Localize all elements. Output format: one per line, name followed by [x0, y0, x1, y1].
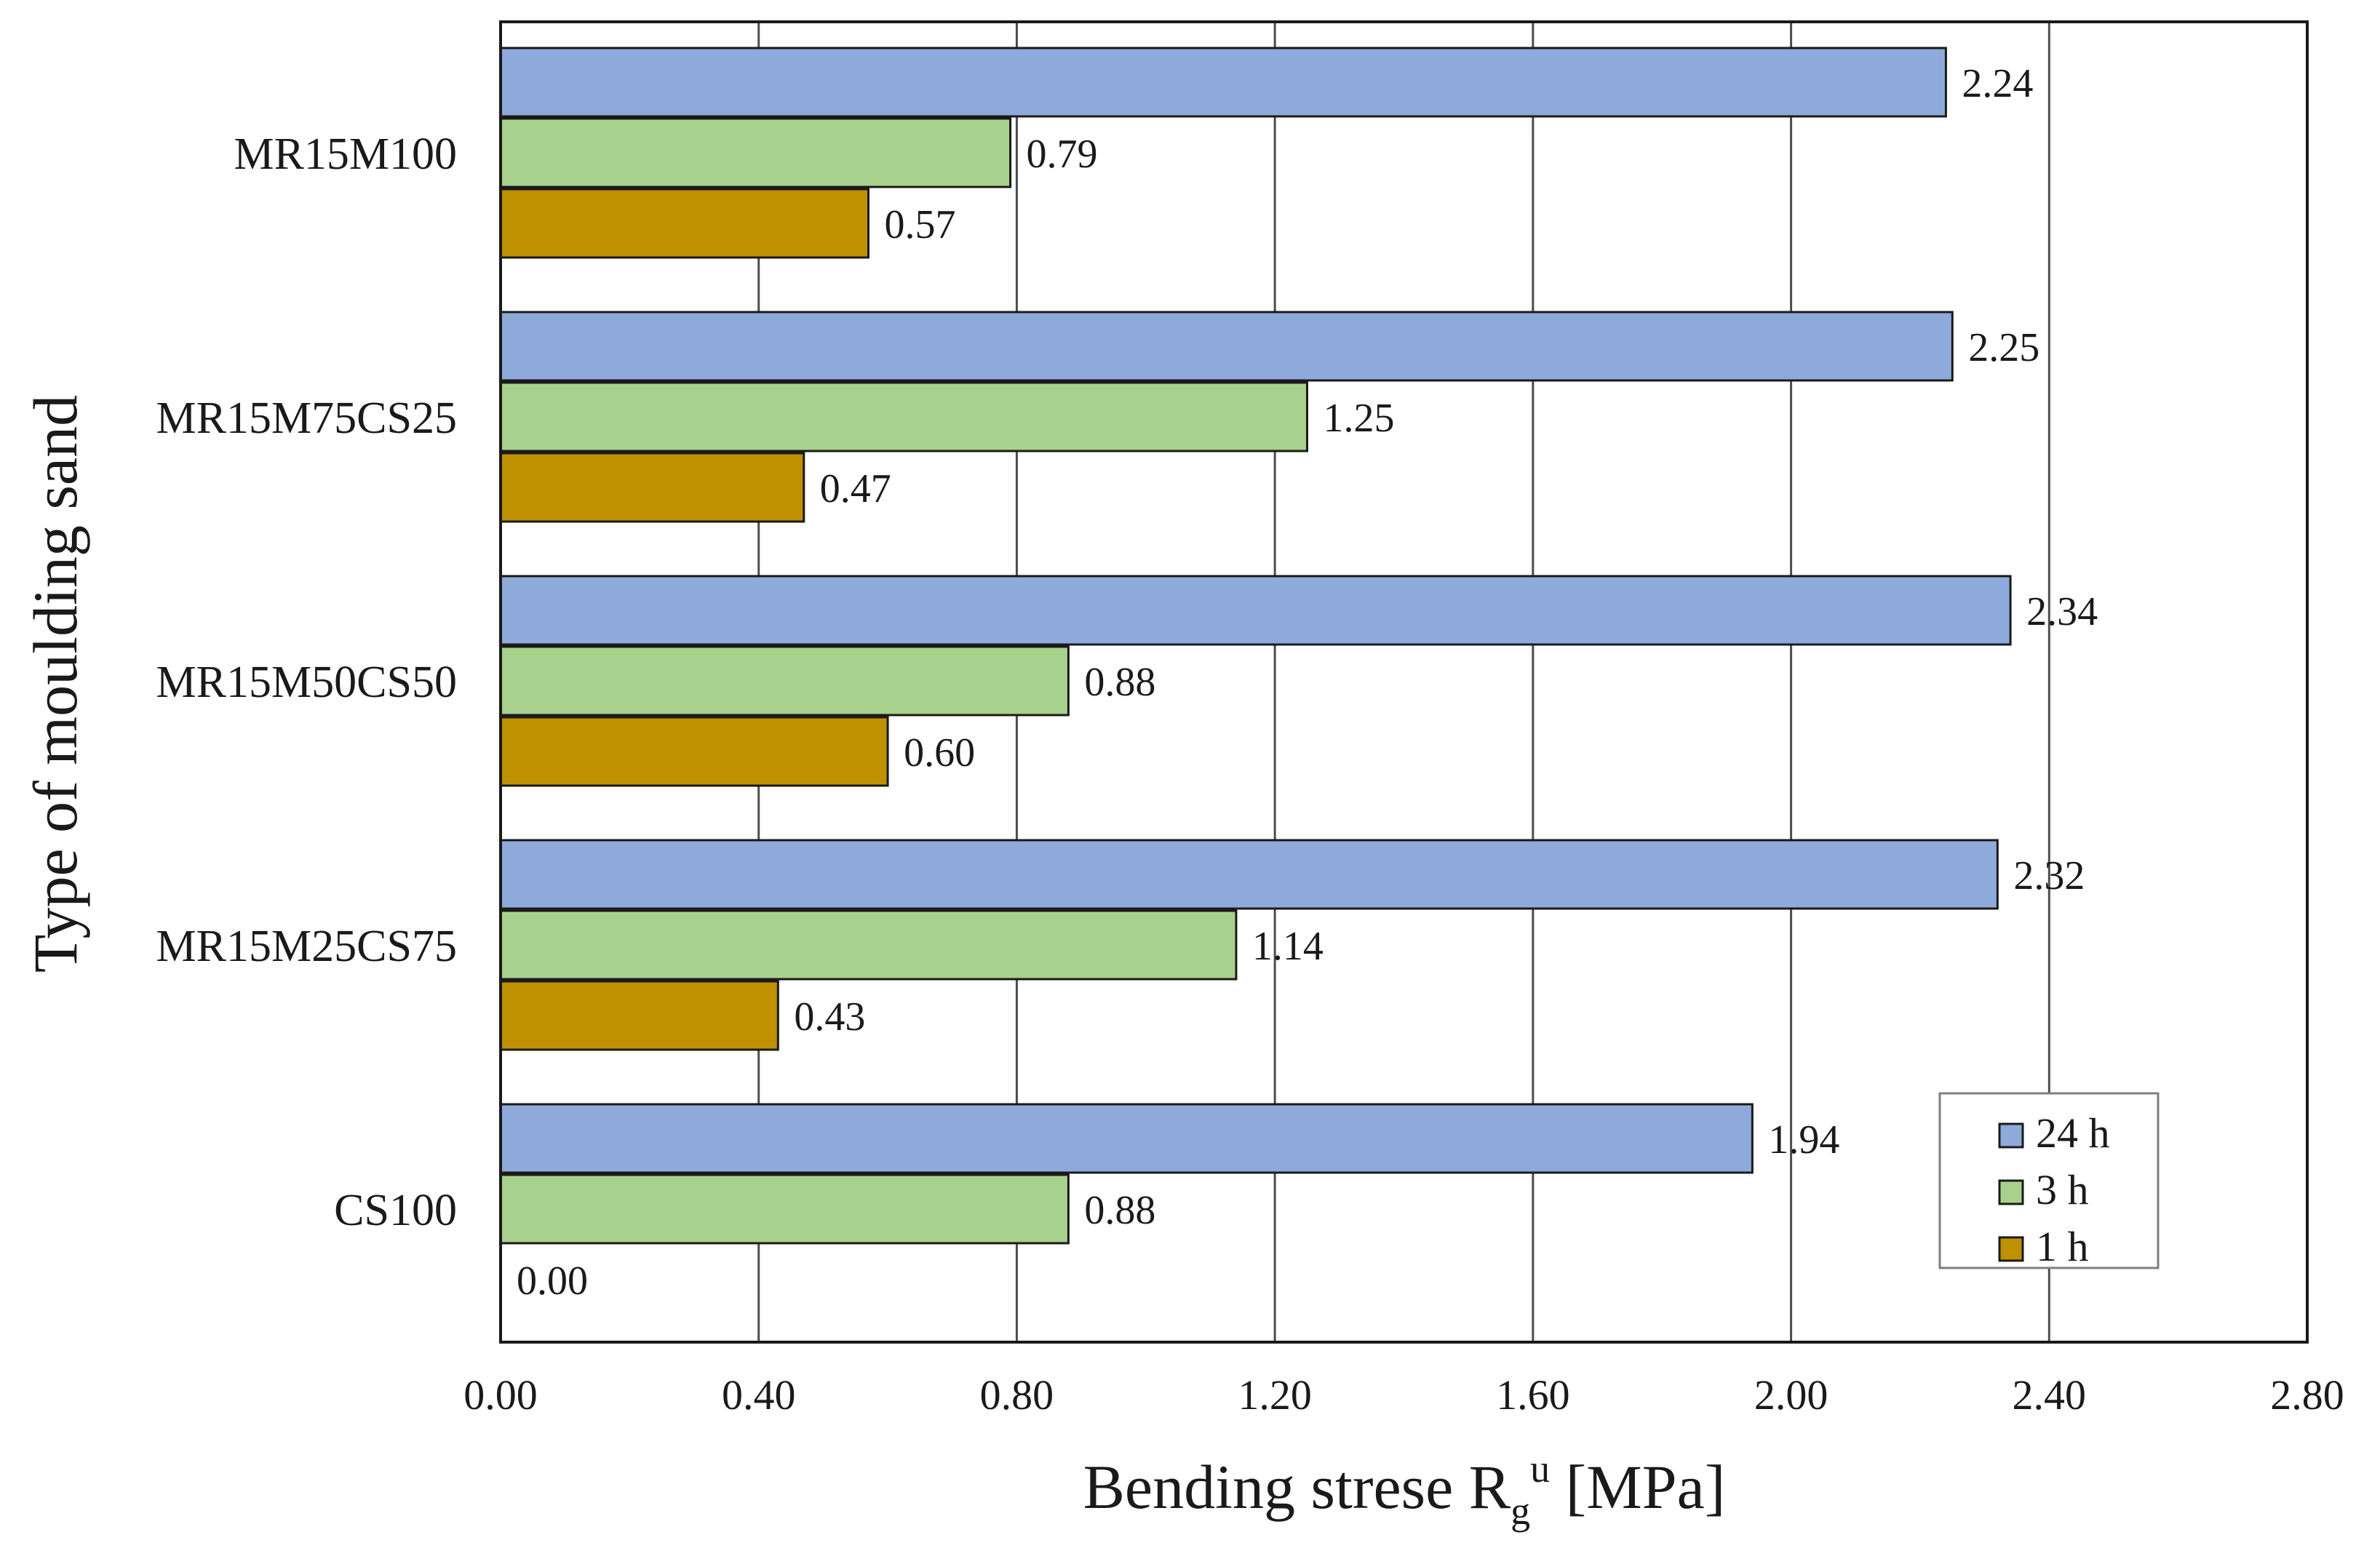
- data-label: 0.00: [517, 1258, 588, 1304]
- data-label: 0.88: [1084, 1188, 1155, 1233]
- x-axis-title-main: Bending strese R: [1083, 1452, 1511, 1522]
- data-label: 0.43: [794, 994, 865, 1040]
- category-label: MR15M25CS75: [156, 922, 457, 971]
- x-axis-title-superscript: u: [1530, 1447, 1550, 1491]
- category-label: MR15M100: [234, 129, 457, 179]
- data-label: 2.32: [2013, 853, 2085, 898]
- category-label: CS100: [334, 1186, 457, 1235]
- bar: [499, 117, 1012, 188]
- plot-frame: [499, 20, 2309, 1344]
- bar: [499, 1173, 1070, 1245]
- data-label: 0.79: [1027, 132, 1098, 177]
- category-label: MR15M50CS50: [156, 658, 457, 707]
- x-tick-label: 0.00: [463, 1371, 538, 1419]
- legend-box: [1938, 1092, 2160, 1269]
- x-tick-label: 1.60: [1496, 1371, 1570, 1419]
- data-label: 0.88: [1084, 660, 1155, 705]
- x-axis-title-subscript: g: [1511, 1489, 1530, 1533]
- data-label: 1.25: [1323, 396, 1394, 441]
- data-label: 0.60: [904, 730, 975, 775]
- data-label: 2.24: [1962, 61, 2033, 106]
- x-tick-label: 2.80: [2270, 1371, 2344, 1419]
- legend-swatch: [1998, 1122, 2024, 1149]
- bar: [499, 575, 2012, 646]
- bar: [499, 188, 869, 259]
- data-label: 0.57: [884, 202, 955, 247]
- bar: [499, 381, 1308, 452]
- data-label: 2.25: [1968, 325, 2039, 370]
- bar: [499, 645, 1070, 717]
- x-axis-title-unit: [MPa]: [1550, 1452, 1725, 1522]
- data-label: 0.47: [820, 466, 891, 511]
- y-axis-title: Type of moulding sand: [20, 395, 90, 973]
- bar: [499, 716, 889, 787]
- x-tick-label: 2.00: [1754, 1371, 1828, 1419]
- legend-label: 3 h: [2036, 1166, 2089, 1213]
- x-tick-label: 0.80: [980, 1371, 1054, 1419]
- data-label: 1.94: [1768, 1117, 1839, 1162]
- legend-swatch: [1998, 1179, 2024, 1205]
- data-label: 2.34: [2026, 589, 2098, 634]
- bar: [499, 909, 1238, 981]
- legend-label: 24 h: [2036, 1109, 2110, 1157]
- data-label: 1.14: [1252, 924, 1324, 969]
- bar: [499, 1103, 1754, 1174]
- bar: [499, 452, 805, 523]
- bar: [499, 311, 1954, 382]
- bar: [499, 980, 779, 1051]
- legend-swatch: [1998, 1236, 2024, 1262]
- category-label: MR15M75CS25: [156, 394, 457, 443]
- x-tick-label: 1.20: [1238, 1371, 1312, 1419]
- x-tick-label: 2.40: [2013, 1371, 2087, 1419]
- legend-label: 1 h: [2036, 1223, 2089, 1270]
- bar: [499, 839, 1999, 910]
- bar: [499, 47, 1947, 118]
- x-axis-title: Bending strese Rgu [MPa]: [1083, 1447, 1726, 1533]
- x-tick-label: 0.40: [722, 1371, 796, 1419]
